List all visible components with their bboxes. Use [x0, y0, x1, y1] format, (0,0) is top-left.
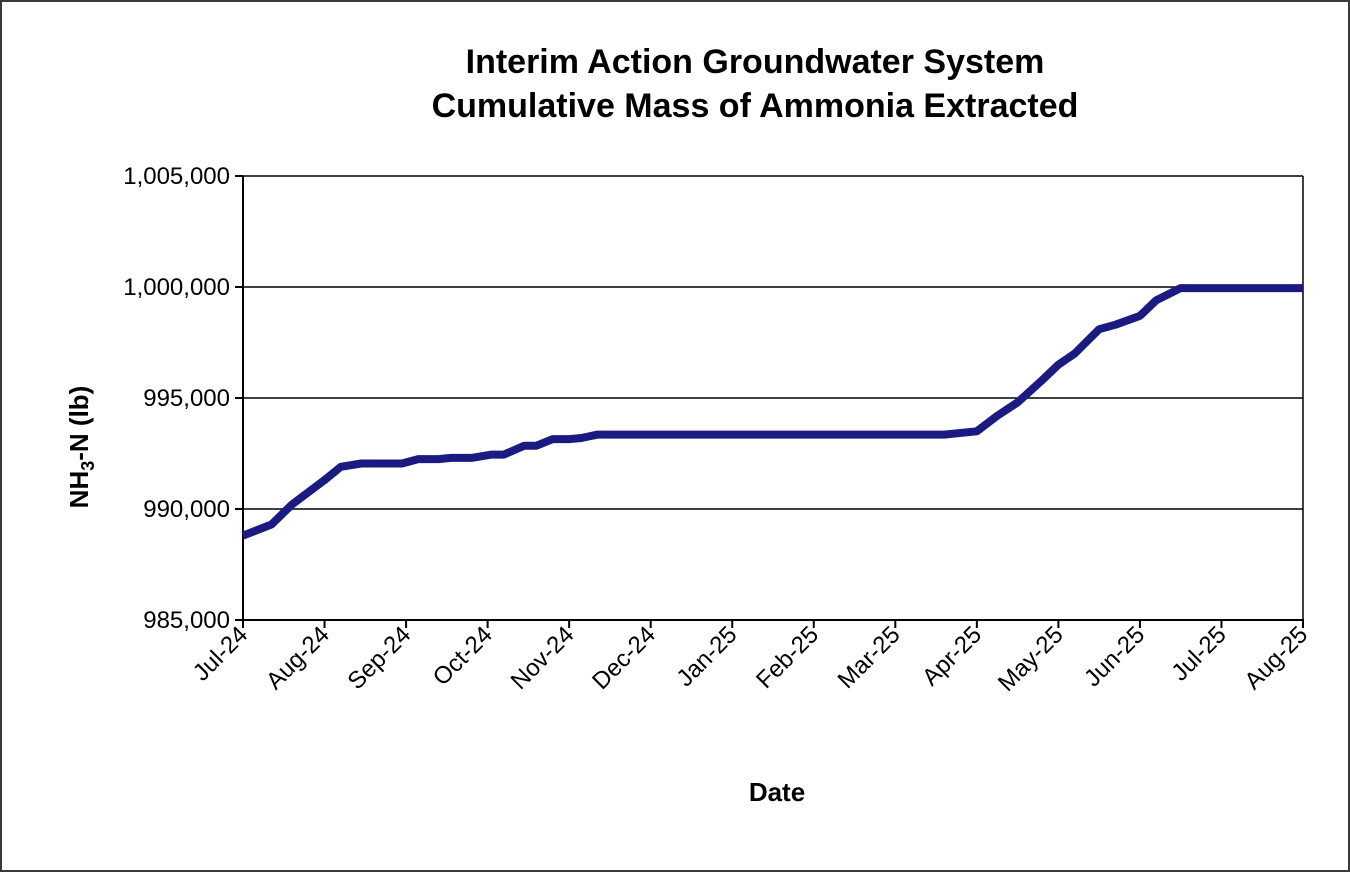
x-tick-label: Jan-25	[671, 621, 742, 692]
x-tick-label: Apr-25	[917, 621, 987, 691]
x-tick-label: Aug-24	[261, 621, 335, 695]
y-tick-label: 1,005,000	[123, 163, 230, 190]
x-tick-label: Oct-24	[428, 621, 498, 691]
x-tick-label: Sep-24	[343, 621, 417, 695]
x-tick-label: Nov-24	[506, 621, 580, 695]
chart-title: Interim Action Groundwater System	[466, 43, 1045, 81]
y-axis-title-main: NH	[64, 471, 94, 509]
x-tick-label: May-25	[993, 621, 1069, 697]
x-tick-label: Feb-25	[751, 621, 824, 694]
series-line-0	[241, 284, 1303, 540]
x-tick-label: Dec-24	[587, 621, 661, 695]
x-tick-label: Mar-25	[833, 621, 906, 694]
y-axis-title-rest: -N (lb)	[64, 386, 94, 461]
y-tick-label: 985,000	[143, 607, 230, 634]
y-axis-title: NH3-N (lb)	[64, 386, 98, 509]
y-tick-label: 995,000	[143, 385, 230, 412]
x-axis-title: Date	[749, 777, 805, 807]
chart-subtitle: Cumulative Mass of Ammonia Extracted	[432, 87, 1079, 125]
y-axis-title-subscript: 3	[78, 461, 98, 471]
x-tick-label: Jul-25	[1166, 621, 1231, 686]
x-tick-label: Jun-25	[1079, 621, 1150, 692]
y-tick-label: 990,000	[143, 496, 230, 523]
x-tick-label: Aug-25	[1239, 621, 1313, 695]
plot-area: 985,000 990,000 995,000 1,000,000 1,005,000 J…	[123, 163, 1313, 697]
y-tick-label: 1,000,000	[123, 274, 230, 301]
